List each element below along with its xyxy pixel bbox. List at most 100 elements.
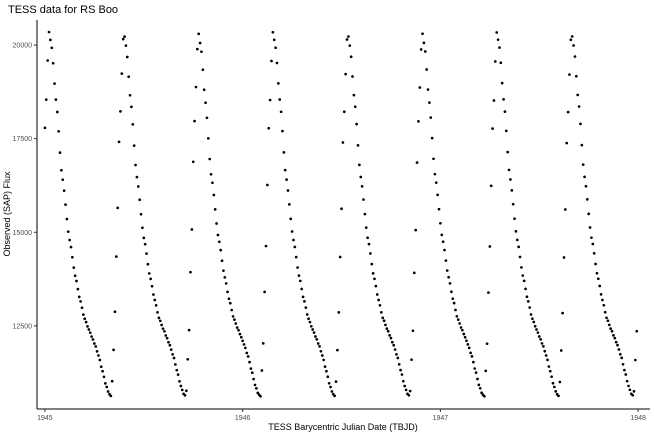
data-point xyxy=(244,346,247,350)
data-point xyxy=(323,365,327,368)
data-point xyxy=(401,379,405,383)
data-point xyxy=(125,55,129,59)
data-point xyxy=(485,342,489,346)
data-point xyxy=(206,137,210,140)
data-point xyxy=(109,394,113,398)
data-point xyxy=(318,345,321,348)
data-point xyxy=(80,306,84,310)
data-point xyxy=(566,110,570,114)
data-point xyxy=(445,269,449,272)
data-point xyxy=(474,371,478,374)
data-point xyxy=(294,255,298,259)
data-point xyxy=(375,293,379,296)
data-point xyxy=(607,323,611,327)
data-point xyxy=(147,272,151,275)
data-point xyxy=(175,368,179,372)
data-point xyxy=(463,335,467,339)
data-point xyxy=(382,319,386,323)
data-point xyxy=(366,236,369,240)
data-point xyxy=(480,391,483,395)
data-point xyxy=(191,160,195,164)
data-point xyxy=(617,348,621,351)
data-point xyxy=(271,30,275,34)
data-point xyxy=(178,379,181,383)
data-point xyxy=(117,140,121,144)
data-point xyxy=(149,277,152,281)
data-point xyxy=(195,47,199,51)
data-point xyxy=(211,181,214,185)
data-point xyxy=(285,178,288,181)
data-point xyxy=(226,290,229,294)
data-point xyxy=(172,356,176,360)
data-point xyxy=(130,105,133,109)
data-point xyxy=(142,236,146,240)
data-point xyxy=(190,228,194,231)
data-point xyxy=(200,50,203,54)
data-point xyxy=(356,144,360,147)
data-point xyxy=(98,358,102,362)
data-point xyxy=(488,245,492,248)
data-point xyxy=(186,357,190,361)
data-point xyxy=(201,68,205,72)
data-point xyxy=(157,316,161,320)
data-point xyxy=(531,317,534,321)
data-point xyxy=(418,86,422,89)
data-point xyxy=(478,386,482,390)
data-point xyxy=(536,331,540,334)
data-point xyxy=(333,394,336,398)
data-point xyxy=(613,336,617,340)
data-point xyxy=(152,293,155,296)
data-point xyxy=(102,375,106,379)
data-point xyxy=(174,363,177,366)
y-tick-label: 17500 xyxy=(13,136,33,143)
data-point xyxy=(91,338,95,341)
data-point xyxy=(198,41,202,45)
data-point xyxy=(286,189,290,192)
data-point xyxy=(421,32,424,36)
data-point xyxy=(119,110,122,113)
data-point xyxy=(169,348,173,351)
data-point xyxy=(139,212,143,216)
data-point xyxy=(320,354,324,357)
data-point xyxy=(296,266,299,269)
data-point xyxy=(208,157,212,161)
data-point xyxy=(79,300,82,303)
data-point xyxy=(554,390,558,393)
data-point xyxy=(477,383,481,387)
data-point xyxy=(222,269,225,273)
data-point xyxy=(50,46,54,50)
data-point xyxy=(514,230,518,233)
data-point xyxy=(113,310,117,314)
data-point xyxy=(429,116,433,119)
data-point xyxy=(513,217,516,221)
data-point xyxy=(158,319,162,323)
data-point xyxy=(141,226,144,230)
data-point xyxy=(573,55,577,58)
data-point xyxy=(116,206,120,210)
data-point xyxy=(171,353,174,356)
data-point xyxy=(345,38,349,41)
data-point xyxy=(245,351,249,355)
data-point xyxy=(101,369,104,373)
data-point xyxy=(49,38,52,42)
data-point xyxy=(223,275,227,279)
data-point xyxy=(451,297,455,301)
data-point xyxy=(386,329,390,333)
data-point xyxy=(336,348,339,352)
data-point xyxy=(455,315,459,318)
data-point xyxy=(465,339,468,343)
data-point xyxy=(509,178,512,181)
data-point xyxy=(238,332,242,336)
data-point xyxy=(564,208,567,211)
data-point xyxy=(370,262,374,266)
data-point xyxy=(605,316,608,320)
data-point xyxy=(572,44,575,47)
data-point xyxy=(330,390,334,393)
data-point xyxy=(565,141,569,145)
data-point xyxy=(447,275,450,279)
data-point xyxy=(319,349,323,353)
data-point xyxy=(470,355,474,358)
x-ticks: 1945 1946 1947 1948 xyxy=(37,409,646,422)
data-point xyxy=(264,244,268,248)
data-point xyxy=(55,110,59,114)
